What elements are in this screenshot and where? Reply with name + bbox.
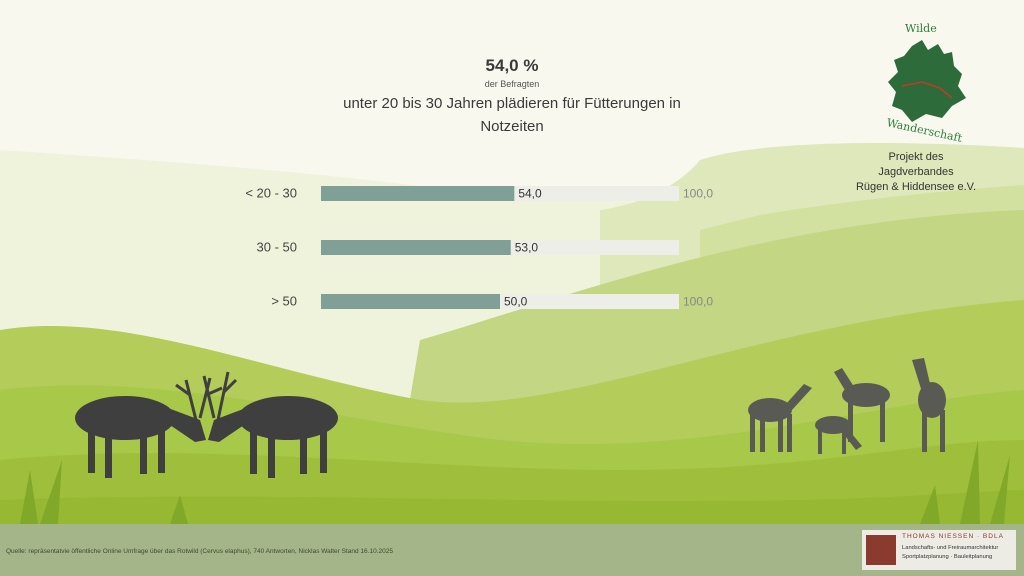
deer-family-silhouette — [748, 358, 946, 454]
category-label: < 20 - 30 — [245, 186, 297, 201]
firm-tagline: Landschafts- und Freiraumarchitektur — [902, 545, 999, 551]
project-line: Jagdverbandes — [878, 166, 954, 178]
project-line: Rügen & Hiddensee e.V. — [855, 181, 977, 193]
category-label: > 50 — [271, 294, 297, 309]
firm-name: THOMAS NIESSEN · BDLA — [902, 533, 1004, 540]
bar-value-label: 53,0 — [515, 241, 539, 255]
headline-subtitle: der Befragten — [484, 79, 540, 89]
firm-logo-mark-icon — [866, 535, 896, 565]
bar — [321, 240, 511, 255]
bar — [321, 294, 500, 309]
headline-percentage: 54,0 % — [485, 56, 539, 75]
deer-fighting-silhouette — [75, 371, 338, 478]
grass-silhouette — [20, 440, 1010, 524]
bar-value-label: 54,0 — [518, 187, 542, 201]
firm-tagline: Sportplatzplanung · Bauleitplanung — [902, 554, 993, 560]
headline-statement: unter 20 bis 30 Jahren plädieren für Füt… — [343, 95, 681, 135]
logo-text-top: Wilde — [905, 22, 937, 35]
firm-logo: THOMAS NIESSEN · BDLA Landschafts- und F… — [862, 530, 1016, 570]
bar — [321, 186, 515, 201]
footer-bar: Quelle: repräsentatvie öffentliche Onlin… — [0, 524, 1024, 576]
bar-max-label: 100,0 — [683, 295, 713, 309]
source-note: Quelle: repräsentatvie öffentliche Onlin… — [6, 548, 393, 555]
bar-value-label: 50,0 — [504, 295, 528, 309]
category-label: 30 - 50 — [257, 240, 297, 255]
project-line: Projekt des — [888, 151, 944, 163]
project-info: Projekt des Jagdverbandes Rügen & Hidden… — [846, 150, 986, 195]
island-map-logo-icon — [888, 40, 966, 122]
bar-max-label: 100,0 — [683, 187, 713, 201]
